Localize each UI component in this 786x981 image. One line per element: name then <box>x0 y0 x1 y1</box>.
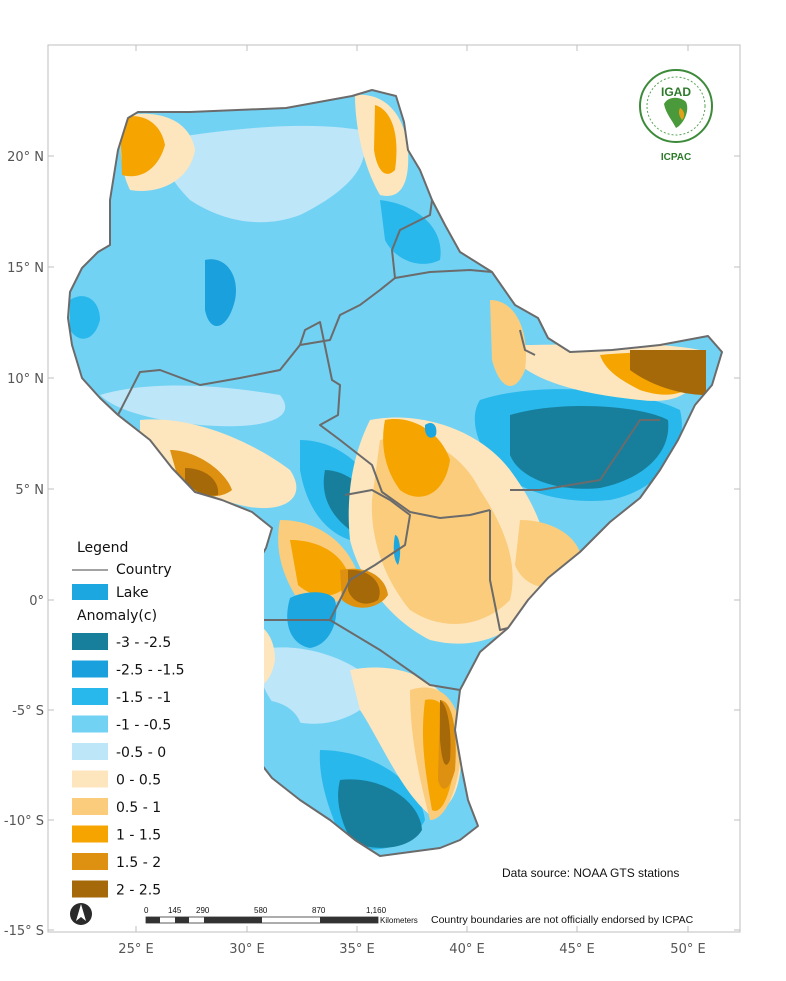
anomaly-zone-brown-west <box>185 468 219 496</box>
anomaly-zone-blue-west-edge <box>70 296 100 339</box>
legend-anomaly-title: Anomaly(c) <box>77 608 157 624</box>
legend-class-label: 0.5 - 1 <box>116 800 161 816</box>
legend-lake-swatch <box>72 584 108 600</box>
legend-class-swatch <box>72 825 108 843</box>
legend-lake-label: Lake <box>116 585 149 601</box>
legend-class-swatch <box>72 715 108 733</box>
north-arrow-icon <box>70 903 92 925</box>
anomaly-zone-darkest-south-tz <box>338 779 422 848</box>
legend-class-swatch <box>72 880 108 898</box>
anomaly-zone-brown-kenya <box>348 569 380 604</box>
anomaly-zone-blue-west-tz <box>255 700 303 754</box>
country-borders <box>67 89 723 857</box>
scale-seg-1 <box>146 917 160 923</box>
anomaly-zone-orange-ethiopia-west <box>383 419 450 497</box>
legend-class-label: -0.5 - 0 <box>116 745 166 761</box>
anomaly-zone-orange-red-sea <box>374 105 397 174</box>
lat-tick-label: 15° N <box>7 261 44 276</box>
border-sudan-south <box>117 199 433 416</box>
lat-tick-label: 5° N <box>15 483 44 498</box>
disclaimer-text: Country boundaries are not officially en… <box>431 914 694 926</box>
lon-tick-label: 35° E <box>339 942 374 957</box>
logo-icpac-text: ICPAC <box>661 152 691 163</box>
border-djibouti <box>519 329 536 356</box>
scale-seg-2 <box>175 917 189 923</box>
border-south-sudan <box>299 321 491 519</box>
logo-horn-icon <box>678 108 685 120</box>
lat-tick-label: 10° N <box>7 372 44 387</box>
anomaly-zone-light-blue-tanzania <box>258 647 380 724</box>
lat-tick-label: 20° N <box>7 150 44 165</box>
anomaly-zone-orange-northwest <box>120 116 165 177</box>
lon-tick-label: 25° E <box>118 942 153 957</box>
lat-tick-label: -15° S <box>4 924 44 939</box>
anomaly-zone-brown-somalia <box>630 350 706 395</box>
anomaly-zone-blue-eritrea <box>380 200 441 264</box>
logo-wreath <box>646 76 706 136</box>
legend-class-label: -3 - -2.5 <box>116 635 171 651</box>
anomaly-zone-darkest-somalia <box>510 405 669 489</box>
anomaly-zone-light-blue-north <box>160 125 365 223</box>
lon-tick-label: 40° E <box>449 942 484 957</box>
lat-tick-label: 0° <box>29 594 44 609</box>
anomaly-zone-light-blue-sudan <box>100 385 286 427</box>
logo-africa-icon <box>664 97 688 128</box>
legend: Legend Country Lake Anomaly(c) -3 - -2.5… <box>72 540 185 899</box>
legend-title: Legend <box>77 540 128 556</box>
legend-class-swatch <box>72 688 108 705</box>
legend-class-swatch <box>72 798 108 815</box>
scale-bar: 0 145 290 580 870 1,160 Kilometers <box>144 906 418 925</box>
legend-country-label: Country <box>116 562 172 578</box>
legend-class-swatch <box>72 853 108 870</box>
anomaly-zone-blue-chad-core <box>205 259 236 327</box>
scale-tick-580: 580 <box>254 906 268 915</box>
lat-tick-label: -10° S <box>4 814 44 829</box>
scale-tick-290: 290 <box>196 906 210 915</box>
logo-igad-text: IGAD <box>661 85 691 99</box>
legend-class-label: 2 - 2.5 <box>116 883 161 899</box>
icpac-logo: IGAD ICPAC <box>639 69 713 163</box>
anomaly-zone-orange-uganda <box>290 540 350 596</box>
legend-class-swatch <box>72 660 108 678</box>
legend-class-label: 1.5 - 2 <box>116 855 161 871</box>
lon-tick-label: 45° E <box>559 942 594 957</box>
lon-tick-label: 30° E <box>229 942 264 957</box>
scale-seg-4 <box>320 917 378 923</box>
outer-boundary <box>67 89 723 857</box>
scale-tick-0: 0 <box>144 906 149 915</box>
lon-tick-label: 50° E <box>670 942 705 957</box>
scale-unit: Kilometers <box>380 916 418 925</box>
legend-class-swatch <box>72 633 108 650</box>
scale-tick-870: 870 <box>312 906 326 915</box>
legend-class-label: 0 - 0.5 <box>116 773 161 789</box>
lat-tick-label: -5° S <box>12 704 44 719</box>
legend-class-label: -2.5 - -1.5 <box>116 663 185 679</box>
border-uganda-east <box>329 489 411 621</box>
legend-class-label: -1 - -0.5 <box>116 718 171 734</box>
latitude-ticks: 20° N 15° N 10° N 5° N 0° -5° S -10° S -15° S <box>4 150 740 939</box>
legend-class-swatch <box>72 770 108 788</box>
legend-class-label: 1 - 1.5 <box>116 828 161 844</box>
lake-tana <box>425 423 437 438</box>
legend-class-label: -1.5 - -1 <box>116 690 171 706</box>
border-ethiopia-somalia <box>510 419 660 491</box>
legend-class-swatch <box>72 743 108 760</box>
border-kenya-somalia <box>489 510 509 631</box>
border-ethiopia-north <box>394 269 493 279</box>
anomaly-zone-brown-coast <box>440 700 451 765</box>
longitude-ticks: 25° E 30° E 35° E 40° E 45° E 50° E <box>118 45 706 957</box>
scale-tick-1160: 1,160 <box>366 906 387 915</box>
data-source-text: Data source: NOAA GTS stations <box>502 866 679 880</box>
anomaly-zone-orange-light-djibouti <box>490 300 526 387</box>
legend-classes: -3 - -2.5 -2.5 - -1.5 -1.5 - -1 -1 - -0.5 -0… <box>72 633 185 899</box>
scale-seg-3 <box>204 917 262 923</box>
anomaly-zone-cream-west-sudan <box>140 419 297 509</box>
scale-tick-145: 145 <box>168 906 182 915</box>
